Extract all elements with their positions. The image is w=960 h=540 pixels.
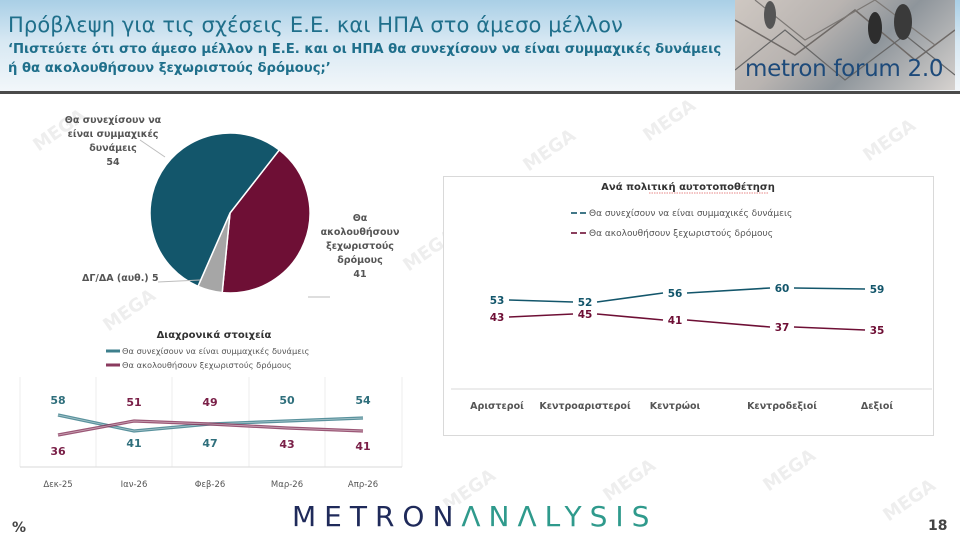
data-label-separate: 36 <box>50 445 66 458</box>
page-title: Πρόβλεψη για τις σχέσεις Ε.Ε. και ΗΠΑ στ… <box>8 13 623 37</box>
line-segment <box>596 313 664 321</box>
category-label: Μαρ-26 <box>271 480 303 490</box>
forum-badge-label: metron forum 2.0 <box>745 56 944 82</box>
line-segment <box>686 287 771 294</box>
trend-legend: Θα συνεχίσουν να είναι συμμαχικές δυνάμε… <box>106 346 310 370</box>
watermark: MEGA <box>759 445 820 496</box>
category-label: Κεντροδεξιοί <box>747 401 817 412</box>
pie-slice <box>221 148 311 294</box>
question-subtitle: ‘Πιστεύετε ότι στο άμεσο μέλλον η Ε.Ε. κ… <box>8 42 722 76</box>
pie-chart <box>139 132 330 298</box>
geometric-roof-pattern <box>735 0 955 81</box>
category-label: Απρ-26 <box>348 480 378 490</box>
pie-slice <box>149 132 281 288</box>
data-label: 41 <box>668 315 683 327</box>
category-label: Ιαν-26 <box>121 480 148 490</box>
data-label-ally: 54 <box>355 394 371 407</box>
data-label: 52 <box>578 297 593 309</box>
data-label: 56 <box>668 288 683 300</box>
metron-analysis-logo: METRONΛNΛLYSIS <box>292 500 658 533</box>
leader-line-ally <box>139 139 166 158</box>
watermark: MEGA <box>519 125 580 176</box>
data-label-ally: 47 <box>202 437 217 450</box>
trend-chart-title: Διαχρονικά στοιχεία <box>157 329 272 341</box>
line-segment <box>686 319 771 328</box>
data-label: 53 <box>490 295 505 307</box>
data-label: 35 <box>870 325 885 337</box>
pie-slices <box>149 132 311 294</box>
ideology-data-labels: 53 52 56 60 59 43 45 41 37 35 <box>490 283 885 337</box>
pie-label-ally: Θα συνεχίσουν να είναι συμμαχικές δυνάμε… <box>64 115 162 168</box>
data-label: 43 <box>490 312 505 324</box>
legend-label-ally: Θα συνεχίσουν να είναι συμμαχικές δυνάμε… <box>122 346 310 356</box>
line-segment <box>596 292 664 303</box>
ideology-category-labels: Αριστεροί Κεντροαριστεροί Κεντρώοι Κεντροδε… <box>470 401 893 412</box>
data-label: 45 <box>578 309 593 321</box>
forum-badge-image: metron forum 2.0 <box>735 0 955 90</box>
trend-data-labels: 58 36 41 51 47 49 50 43 54 41 <box>50 394 371 458</box>
ideology-chart-panel <box>443 176 934 436</box>
unit-label: % <box>12 520 27 536</box>
line-segment <box>793 326 866 331</box>
header-divider <box>0 91 960 94</box>
legend-label-separate: Θα ακολουθήσουν ξεχωριστούς δρόμους <box>589 228 773 239</box>
trend-category-labels: Δεκ-25 Ιαν-26 Φεβ-26 Μαρ-26 Απρ-26 <box>43 480 378 490</box>
data-label-separate: 49 <box>202 396 217 409</box>
watermark: MEGA <box>599 455 660 506</box>
category-label: Δεξιοί <box>861 401 893 412</box>
line-segment <box>793 287 866 290</box>
data-label-separate: 41 <box>355 440 370 453</box>
line-segment <box>508 313 574 318</box>
watermark: MEGA <box>639 95 700 146</box>
ideology-legend: Θα συνεχίσουν να είναι συμμαχικές δυνάμε… <box>571 208 792 239</box>
data-label-ally: 58 <box>50 394 65 407</box>
legend-label-separate: Θα ακολουθήσουν ξεχωριστούς δρόμους <box>122 360 292 370</box>
data-label-separate: 43 <box>279 438 294 451</box>
pie-label-separate: Θα ακολουθήσουν ξεχωριστούς δρόμους 41 <box>320 213 400 280</box>
line-segment <box>508 299 574 303</box>
trend-line <box>57 420 364 436</box>
leader-line-dk <box>157 279 201 283</box>
data-label-ally: 50 <box>279 394 295 407</box>
category-label: Φεβ-26 <box>195 480 226 490</box>
trend-lines <box>57 413 364 437</box>
pie-label-dk: ΔΓ/ΔΑ (αυθ.) 5 <box>82 273 159 284</box>
data-label: 59 <box>870 284 885 296</box>
ideology-chart: Ανά πολιτική αυτοτοποθέτηση Θα συνεχίσου… <box>451 181 932 412</box>
category-label: Αριστεροί <box>470 401 524 412</box>
data-label-ally: 41 <box>126 437 141 450</box>
data-label: 37 <box>775 322 790 334</box>
ideology-chart-title: Ανά πολιτική αυτοτοποθέτηση <box>601 181 775 193</box>
trend-grid <box>19 377 403 468</box>
legend-label-ally: Θα συνεχίσουν να είναι συμμαχικές δυνάμε… <box>589 208 792 219</box>
category-label: Κεντροαριστεροί <box>539 401 631 412</box>
watermark: MEGA <box>859 115 920 166</box>
trend-chart: Διαχρονικά στοιχεία Θα συνεχίσουν να είν… <box>19 329 403 490</box>
data-label: 60 <box>775 283 790 295</box>
data-label-separate: 51 <box>126 396 141 409</box>
ideology-lines <box>508 287 866 331</box>
category-label: Κεντρώοι <box>650 401 701 412</box>
page-number: 18 <box>928 518 948 534</box>
category-label: Δεκ-25 <box>43 480 72 490</box>
